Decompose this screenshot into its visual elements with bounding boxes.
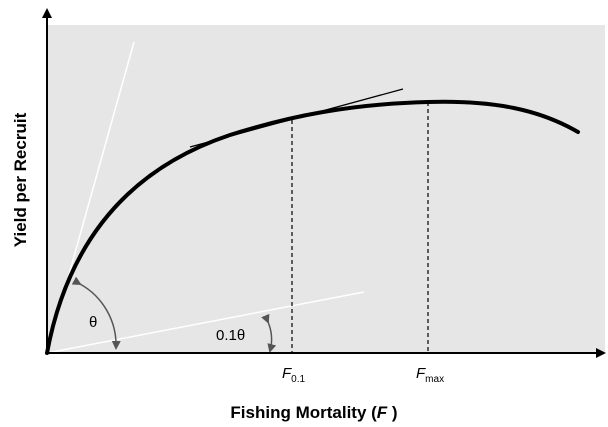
plot-area-background xyxy=(47,25,605,353)
y-axis-title: Yield per Recruit xyxy=(11,112,30,247)
tenth-theta-label: 0.1θ xyxy=(216,327,245,344)
x-axis-title-symbol: F xyxy=(377,403,388,422)
x-axis-title-text: Fishing Mortality ( xyxy=(230,403,377,422)
tenth-theta-arc xyxy=(261,313,277,353)
x-axis-title-close: ) xyxy=(387,403,397,422)
fmax-tick-label: Fmax xyxy=(416,365,444,385)
theta-label: θ xyxy=(89,314,97,331)
fmax-symbol: F xyxy=(416,365,426,382)
f01-symbol: F xyxy=(282,365,292,382)
yield-curve xyxy=(45,99,580,355)
f01-tick-label: F0.1 xyxy=(282,365,306,385)
fmax-subscript: max xyxy=(425,374,444,385)
x-axis-title: Fishing Mortality (F ) xyxy=(230,403,397,422)
theta-arc xyxy=(71,276,121,350)
f01-subscript: 0.1 xyxy=(291,374,305,385)
